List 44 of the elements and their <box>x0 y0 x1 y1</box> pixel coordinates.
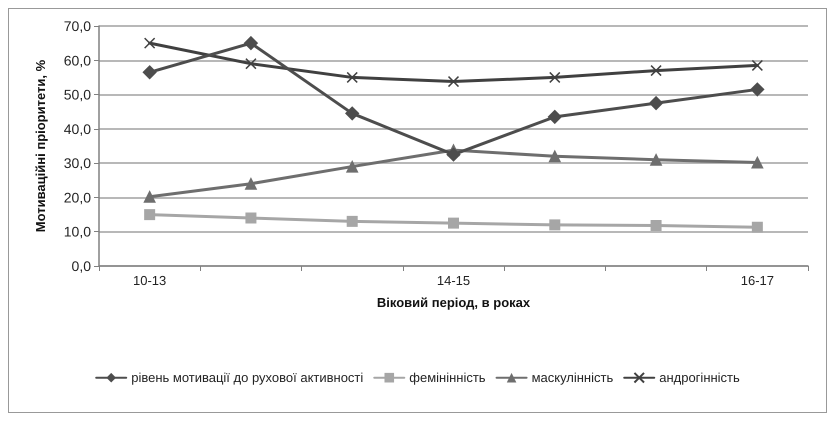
point <box>549 72 561 84</box>
point <box>446 148 460 162</box>
point <box>548 150 561 162</box>
point <box>548 110 562 124</box>
y-axis-title: Мотиваційні пріоритети, % <box>33 59 48 232</box>
point <box>650 220 662 232</box>
legend-label: андрогінність <box>659 370 740 386</box>
point <box>245 212 256 224</box>
legend-label: рівень мотивації до рухової активності <box>131 370 364 386</box>
point <box>752 60 764 72</box>
point <box>649 96 664 110</box>
y-tick-label: 10,0 <box>64 224 92 240</box>
point <box>244 178 257 190</box>
x-tick-label: 14-15 <box>436 273 470 288</box>
point <box>346 216 358 227</box>
point <box>244 36 258 50</box>
point <box>346 72 358 84</box>
y-tick-label: 30,0 <box>64 155 92 172</box>
x-tick-label: 10-13 <box>133 273 166 288</box>
point <box>549 219 560 230</box>
y-tick-label: 50,0 <box>64 86 92 103</box>
legend-label: фемінінність <box>409 370 486 386</box>
point <box>346 160 358 173</box>
y-tick-label: 60,0 <box>64 52 92 68</box>
point <box>144 37 156 49</box>
x-axis-title: Віковий період, в роках <box>376 295 531 310</box>
point <box>142 65 157 80</box>
point <box>751 156 764 168</box>
point <box>144 190 156 203</box>
point <box>448 76 460 88</box>
point <box>345 106 360 120</box>
point <box>752 222 763 233</box>
point <box>750 82 764 96</box>
legend-label: маскулінність <box>532 370 614 386</box>
y-tick-label: 0,0 <box>72 258 92 274</box>
x-tick-label: 16-17 <box>740 273 774 288</box>
y-tick-label: 40,0 <box>64 120 92 137</box>
point <box>448 218 459 229</box>
point <box>245 58 257 70</box>
point <box>650 64 662 76</box>
y-tick-label: 70,0 <box>64 18 92 34</box>
point <box>144 209 156 220</box>
y-tick-label: 20,0 <box>64 189 92 206</box>
point <box>650 154 662 166</box>
